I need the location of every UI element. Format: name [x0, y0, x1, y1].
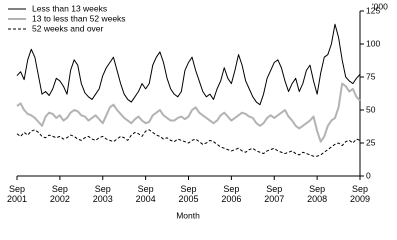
series-line: [16, 82, 361, 143]
y-tick-label: 50: [366, 104, 376, 114]
chart: '000 Month 0 25 50 75 100 125 Less than 13 wee…: [6, 1, 388, 220]
y-tick-label: 125: [366, 5, 380, 15]
x-axis-label: Month: [176, 210, 200, 220]
legend-label: 52 weeks and over: [32, 23, 104, 33]
x-tick-label: Sep 2005: [178, 184, 199, 204]
y-tick-label: 100: [366, 38, 380, 48]
series-line: [16, 129, 361, 157]
x-tick-label: Sep 2007: [264, 184, 285, 204]
y-tick-label: 75: [366, 71, 376, 81]
y-tick-label: 25: [366, 137, 376, 147]
y-axis-label: '000: [372, 1, 388, 11]
legend-label: 13 to less than 52 weeks: [32, 13, 126, 23]
x-tick-label: Sep 2006: [221, 184, 242, 204]
x-tick-label: Sep 2003: [92, 184, 113, 204]
x-tick-label: Sep 2001: [6, 184, 28, 204]
x-tick-label: Sep 2008: [307, 184, 328, 204]
legend-label: Less than 13 weeks: [32, 3, 107, 13]
chart-svg: '000 Month 0 25 50 75 100 125 Less than 13 wee…: [8, 1, 388, 220]
x-tick-label: Sep 2009: [349, 184, 371, 204]
y-tick-label: 0: [366, 170, 371, 180]
series-line: [16, 23, 361, 106]
x-tick-label: Sep 2002: [49, 184, 70, 204]
x-tick-label: Sep 2004: [135, 184, 156, 204]
